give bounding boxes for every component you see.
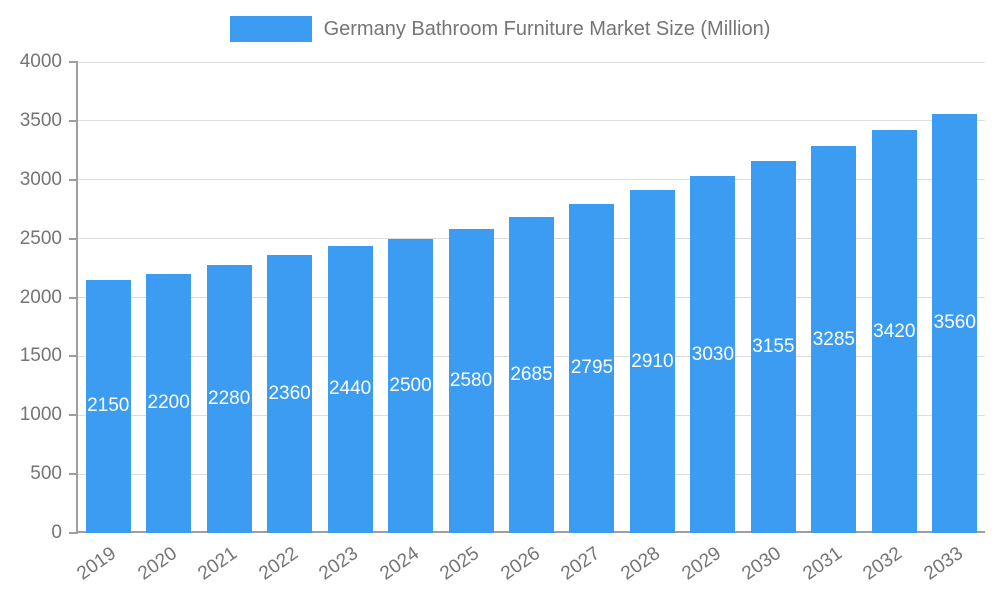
chart-title: Germany Bathroom Furniture Market Size (… [323, 17, 771, 40]
legend: Germany Bathroom Furniture Market Size (… [0, 16, 1000, 42]
bar: 2440 [327, 245, 373, 533]
bar-value-label: 3560 [933, 312, 976, 334]
bar: 2910 [629, 190, 675, 533]
bar-value-label: 3420 [873, 320, 916, 342]
bar-value-label: 2910 [631, 350, 674, 372]
bar-value-label: 2580 [449, 370, 493, 392]
bar-value-label: 2500 [389, 374, 432, 396]
y-axis-tick [69, 532, 78, 534]
y-axis-line [76, 62, 78, 533]
gridline [78, 61, 985, 63]
bar-value-label: 2360 [268, 383, 311, 405]
y-axis-tick-label: 3000 [19, 168, 62, 190]
bar-value-label: 3285 [812, 328, 855, 350]
y-axis-tick-label: 0 [51, 522, 62, 543]
y-axis-tick [69, 414, 78, 417]
y-axis-tick [69, 119, 78, 122]
bar: 2280 [206, 264, 252, 533]
y-axis-tick-label: 1000 [19, 404, 62, 426]
bar: 2150 [85, 279, 131, 533]
bar: 2580 [448, 229, 494, 533]
bar: 2200 [146, 273, 192, 533]
bar: 2685 [509, 216, 554, 533]
bar: 2795 [569, 203, 615, 533]
bar-value-label: 2795 [570, 357, 614, 379]
y-axis-tick-label: 4000 [19, 51, 62, 72]
bar: 2500 [388, 238, 434, 533]
bar: 3155 [750, 161, 796, 533]
gridline [78, 120, 985, 122]
bar-value-label: 2150 [87, 395, 130, 417]
bar: 2360 [267, 255, 313, 533]
y-axis-tick-label: 2000 [19, 286, 62, 308]
bar: 3285 [811, 146, 857, 533]
bar-value-label: 3155 [752, 336, 795, 358]
y-axis-tick-label: 3500 [19, 109, 62, 131]
bar: 3030 [690, 176, 736, 533]
y-axis-tick [69, 237, 78, 240]
bar-value-label: 2440 [328, 378, 372, 400]
y-axis-tick [69, 355, 78, 358]
bar-value-label: 2200 [147, 392, 190, 414]
y-axis-tick-label: 500 [30, 463, 62, 485]
bar: 3560 [932, 113, 978, 533]
bar-value-label: 2685 [510, 363, 553, 385]
legend-swatch [229, 16, 312, 42]
y-axis-tick [69, 61, 78, 63]
y-axis-tick-label: 1500 [19, 345, 62, 367]
gridline [78, 179, 985, 181]
bar: 3420 [871, 130, 917, 533]
bar-value-label: 2280 [208, 387, 251, 409]
bar-value-label: 3030 [691, 343, 735, 365]
y-axis-tick [69, 178, 78, 181]
y-axis-tick-label: 2500 [19, 227, 62, 249]
y-axis-tick [69, 296, 78, 299]
y-axis-tick [69, 473, 78, 476]
